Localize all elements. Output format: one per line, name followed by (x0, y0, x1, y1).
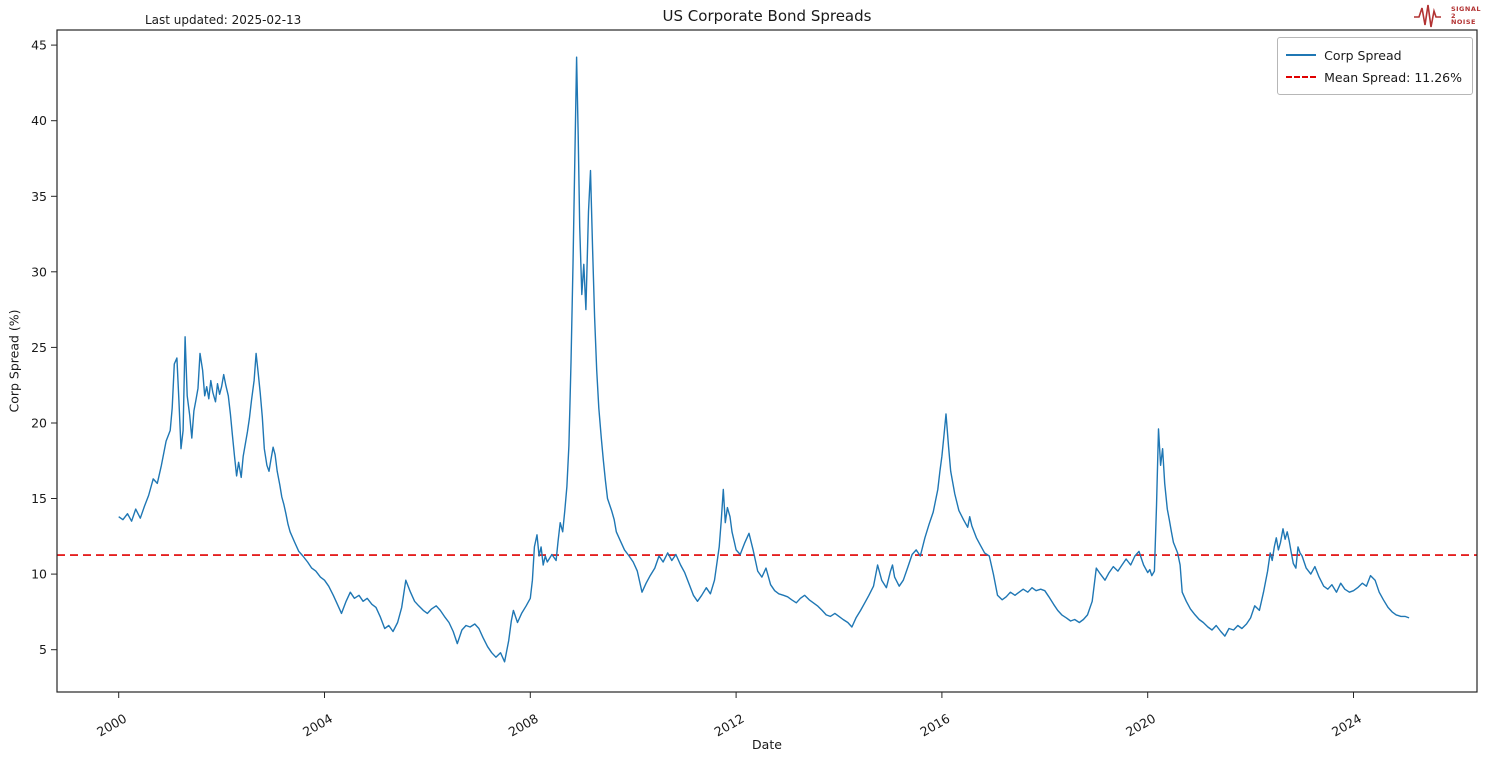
svg-text:2016: 2016 (917, 711, 952, 740)
svg-text:2012: 2012 (712, 711, 747, 740)
legend-entry-mean-spread: Mean Spread: 11.26% (1286, 66, 1462, 88)
legend-label: Corp Spread (1324, 47, 1402, 63)
svg-text:30: 30 (31, 264, 47, 279)
brand-logo: SIGNAL 2 NOISE (1413, 3, 1481, 29)
chart-title: US Corporate Bond Spreads (662, 7, 872, 25)
legend-label: Mean Spread: 11.26% (1324, 69, 1462, 85)
svg-text:2020: 2020 (1123, 711, 1158, 740)
brand-logo-text: SIGNAL 2 NOISE (1450, 4, 1481, 27)
brand-logo-line3: NOISE (1450, 18, 1476, 27)
legend: Corp Spread Mean Spread: 11.26% (1277, 37, 1473, 95)
svg-text:15: 15 (31, 491, 47, 506)
svg-text:40: 40 (31, 113, 47, 128)
svg-text:2004: 2004 (300, 711, 335, 740)
svg-text:2000: 2000 (94, 711, 129, 740)
svg-text:5: 5 (39, 642, 47, 657)
svg-text:35: 35 (31, 189, 47, 204)
x-axis-label: Date (752, 737, 782, 752)
svg-text:2008: 2008 (506, 711, 541, 740)
legend-line-sample-dashed (1286, 76, 1317, 78)
svg-text:25: 25 (31, 340, 47, 355)
brand-logo-line1: SIGNAL (1450, 4, 1481, 13)
legend-line-sample-solid (1286, 54, 1317, 56)
svg-text:10: 10 (31, 567, 47, 582)
svg-text:45: 45 (31, 38, 47, 53)
svg-text:2024: 2024 (1329, 711, 1364, 740)
last-updated-label: Last updated: 2025-02-13 (145, 13, 302, 27)
brand-logo-line2: 2 (1450, 11, 1456, 20)
waveform-icon (1413, 4, 1441, 28)
svg-text:20: 20 (31, 416, 47, 431)
legend-entry-corp-spread: Corp Spread (1286, 44, 1462, 66)
